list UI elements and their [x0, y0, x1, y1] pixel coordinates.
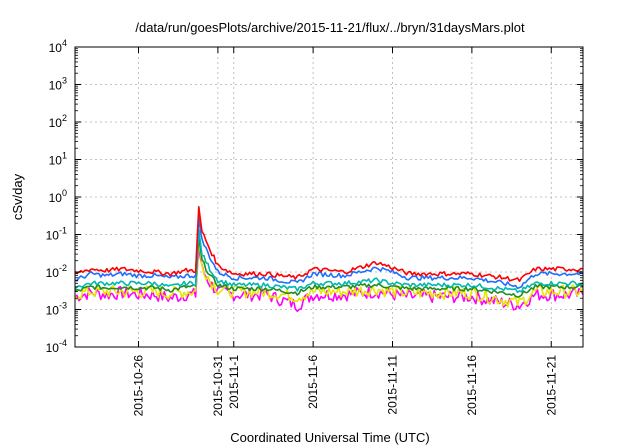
chart-title: /data/run/goesPlots/archive/2015-11-21/f…: [135, 20, 525, 35]
x-tick-label: 2015-11-16: [465, 355, 479, 416]
y-tick-label: 100: [49, 188, 67, 205]
x-tick-label: 2015-11-11: [386, 355, 400, 415]
x-axis-label: Coordinated Universal Time (UTC): [230, 430, 429, 445]
y-tick-label: 10-4: [46, 338, 67, 355]
series-line: [74, 245, 584, 313]
x-tick-label: 2015-10-31: [211, 355, 225, 417]
series-line: [74, 216, 584, 290]
y-tick-label: 10-1: [46, 226, 67, 243]
series-line: [74, 235, 584, 298]
x-axis: 2015-10-26 2015-10-31 2015-11-1 2015-11-6 20…: [132, 47, 558, 417]
series-line: [74, 206, 584, 282]
y-tick-label: 104: [49, 38, 67, 55]
series-line: [74, 229, 584, 294]
y-tick-label: 10-3: [46, 301, 67, 318]
x-tick-label: 2015-11-6: [306, 355, 320, 409]
y-axis: 10-4 10-3 10-2 10-1 100 101 102 103 104: [46, 38, 583, 355]
grid: [75, 47, 583, 347]
y-axis-label: cSv/day: [10, 173, 25, 220]
x-tick-label: 2015-11-1: [227, 355, 241, 409]
x-tick-label: 2015-11-21: [544, 355, 558, 416]
y-tick-label: 103: [49, 76, 67, 93]
series-group: [74, 206, 584, 313]
x-tick-label: 2015-10-26: [132, 355, 146, 417]
y-tick-label: 101: [49, 151, 67, 168]
y-tick-label: 10-2: [46, 263, 67, 280]
y-tick-label: 102: [49, 113, 67, 130]
